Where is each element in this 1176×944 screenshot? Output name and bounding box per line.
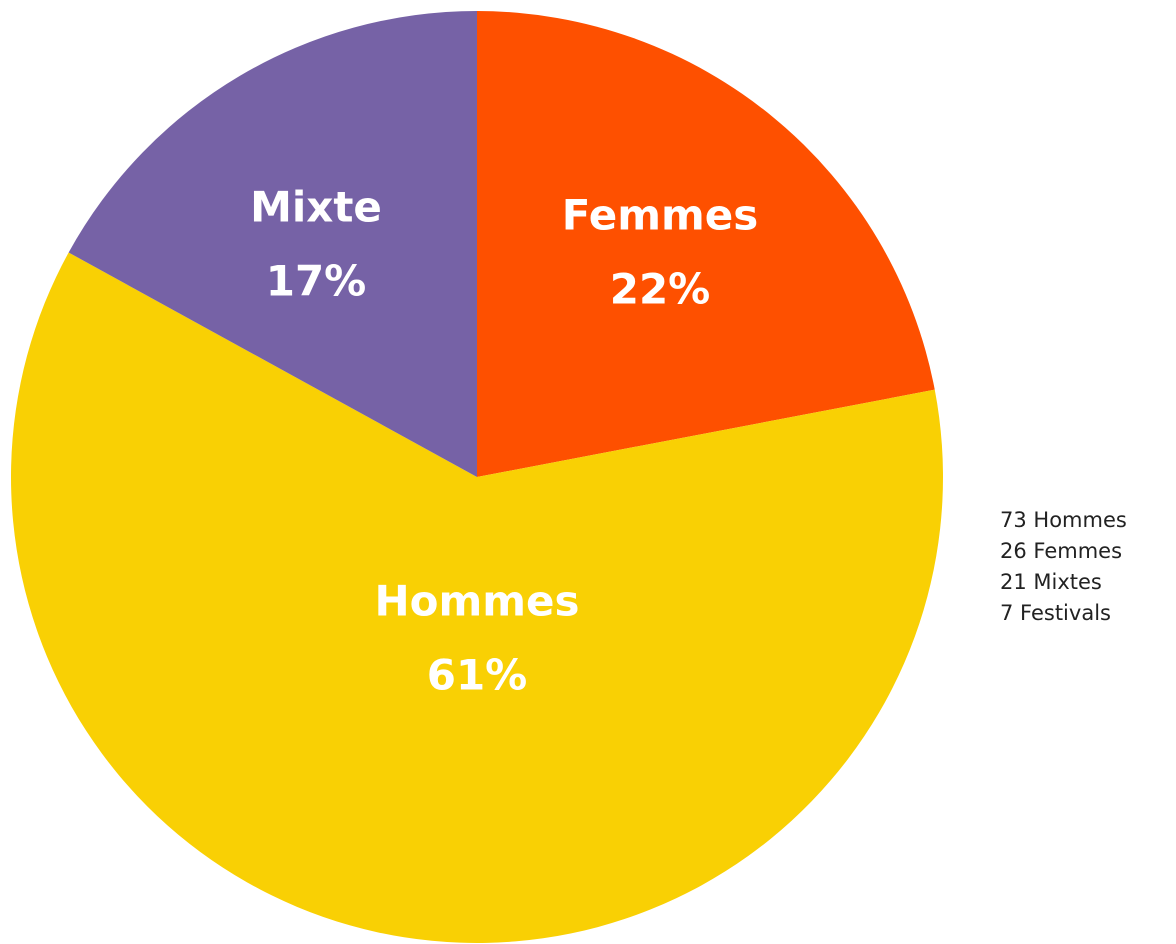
note: 7 Festivals [1000,601,1111,625]
slice-value: 22% [610,265,711,314]
note: 21 Mixtes [1000,570,1102,594]
slice-value: 17% [266,257,367,306]
pie-slice [477,11,935,477]
note: 73 Hommes [1000,508,1127,532]
slice-category: Hommes [374,577,579,626]
pie-slice [68,11,478,477]
slice-category: Mixte [250,183,382,232]
pie-slice [10,252,944,943]
slice-value: 61% [427,651,528,700]
note: 26 Femmes [1000,539,1122,563]
slice-category: Femmes [562,191,759,240]
